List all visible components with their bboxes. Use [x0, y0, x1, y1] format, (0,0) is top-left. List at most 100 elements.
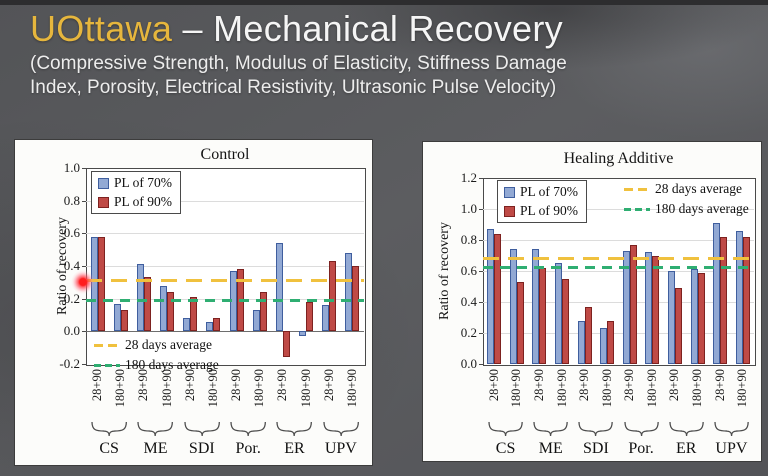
bar	[577, 320, 585, 364]
average-line-180d	[483, 266, 754, 270]
group-brace	[276, 421, 313, 437]
gridline	[483, 333, 754, 334]
gridline	[483, 209, 754, 210]
y-tick-mark	[479, 364, 483, 365]
x-tick-label: 28+90	[486, 369, 501, 402]
bar	[136, 264, 144, 332]
y-tick-mark	[82, 298, 86, 300]
x-tick-label: 28+90	[577, 369, 592, 402]
y-tick-label: 0.0	[63, 323, 80, 339]
x-group-label: CS	[99, 440, 119, 457]
y-tick-label: 0.2	[63, 290, 80, 306]
bar	[306, 301, 314, 332]
bar	[584, 306, 592, 364]
group-brace	[669, 421, 704, 437]
y-tick-label: 1.2	[460, 170, 477, 185]
x-group-label: CS	[495, 440, 516, 457]
gridline	[483, 271, 754, 272]
bar	[629, 244, 637, 364]
x-tick-label: 28+90	[622, 369, 637, 402]
x-group-label: SDI	[188, 440, 215, 457]
average-legend-label: 180 days average	[655, 201, 749, 216]
series-legend-item: PL of 90%	[504, 203, 578, 219]
x-tick-label: 28+90	[90, 369, 105, 402]
gridline	[483, 302, 754, 303]
bar	[275, 243, 283, 332]
group-brace	[533, 421, 568, 437]
bar	[690, 269, 698, 364]
x-group-label: Por.	[628, 440, 654, 457]
x-group-label: UPV	[715, 440, 748, 457]
bar	[322, 305, 330, 332]
bar	[735, 230, 743, 364]
slide-title-brand: UOttawa	[30, 8, 173, 49]
x-tick-label: 180+90	[690, 369, 705, 408]
x-tick-label: 28+90	[531, 369, 546, 402]
group-brace	[623, 421, 659, 437]
slide-title-rest: – Mechanical Recovery	[182, 8, 563, 49]
series-legend-label: PL of 70%	[520, 184, 578, 199]
x-tick-label: 180+90	[159, 369, 174, 408]
average-line-180d	[86, 298, 364, 302]
bar	[329, 261, 337, 332]
slide-subtitle-line1: (Compressive Strength, Modulus of Elasti…	[30, 53, 567, 75]
series-legend: PL of 70% PL of 90%	[497, 180, 587, 223]
series-legend-label: PL of 70%	[114, 175, 172, 190]
y-tick-mark	[479, 333, 483, 334]
bar	[720, 236, 728, 364]
x-tick-label: 180+90	[554, 369, 569, 408]
y-tick-label: 1.0	[460, 201, 477, 216]
x-group-label: Por.	[235, 440, 261, 457]
bar	[742, 236, 750, 364]
bar	[622, 250, 630, 364]
gridline	[86, 200, 364, 202]
bar	[167, 292, 175, 332]
average-legend-item-180d: 180 days average	[94, 357, 219, 373]
y-tick-mark	[82, 364, 86, 365]
bar	[555, 263, 563, 364]
bar	[509, 249, 517, 364]
bar	[674, 288, 682, 364]
group-brace	[488, 421, 523, 437]
bar	[652, 255, 660, 364]
x-tick-label: 180+90	[252, 369, 267, 408]
y-tick-mark	[479, 178, 483, 179]
chart-panel-control: Control Ratio of recovery 1.0 0.8 0.6 0.4 0.2 0…	[14, 139, 373, 466]
y-tick-label: 0.2	[460, 325, 477, 340]
bar	[697, 272, 705, 364]
legend-dash-sample	[94, 363, 120, 367]
bar	[190, 297, 198, 332]
legend-dash-sample	[624, 187, 650, 191]
legend-swatch	[504, 205, 515, 217]
y-tick-mark	[479, 302, 483, 303]
legend-swatch	[504, 186, 515, 198]
bar	[113, 303, 121, 332]
bar	[282, 331, 290, 358]
x-tick-label: 28+90	[229, 369, 244, 402]
group-brace	[137, 421, 174, 437]
x-tick-label: 180+90	[344, 369, 359, 408]
gridline	[86, 266, 364, 267]
bar	[97, 236, 105, 332]
average-lines-legend: 28 days average 180 days average	[94, 337, 219, 373]
bar	[120, 310, 128, 332]
x-tick-label: 180+90	[298, 369, 313, 408]
y-tick-label: 0.8	[63, 192, 80, 208]
bar	[487, 229, 495, 364]
x-group-label: ER	[676, 440, 697, 457]
series-legend-label: PL of 90%	[114, 194, 172, 209]
average-line-28d	[483, 257, 754, 261]
x-tick-label: 180+90	[644, 369, 659, 408]
slide-subtitle-line2: Index, Porosity, Electrical Resistivity,…	[30, 76, 557, 98]
x-tick-label: 28+90	[667, 369, 682, 402]
bar	[494, 233, 502, 364]
x-tick-label: 28+90	[275, 369, 290, 402]
series-legend-label: PL of 90%	[520, 203, 578, 218]
bar	[259, 292, 267, 332]
average-legend-label: 28 days average	[655, 181, 742, 196]
group-brace	[578, 421, 614, 437]
average-line-28d	[86, 279, 364, 283]
y-tick-label: 0.6	[63, 225, 80, 241]
legend-swatch	[98, 196, 109, 208]
